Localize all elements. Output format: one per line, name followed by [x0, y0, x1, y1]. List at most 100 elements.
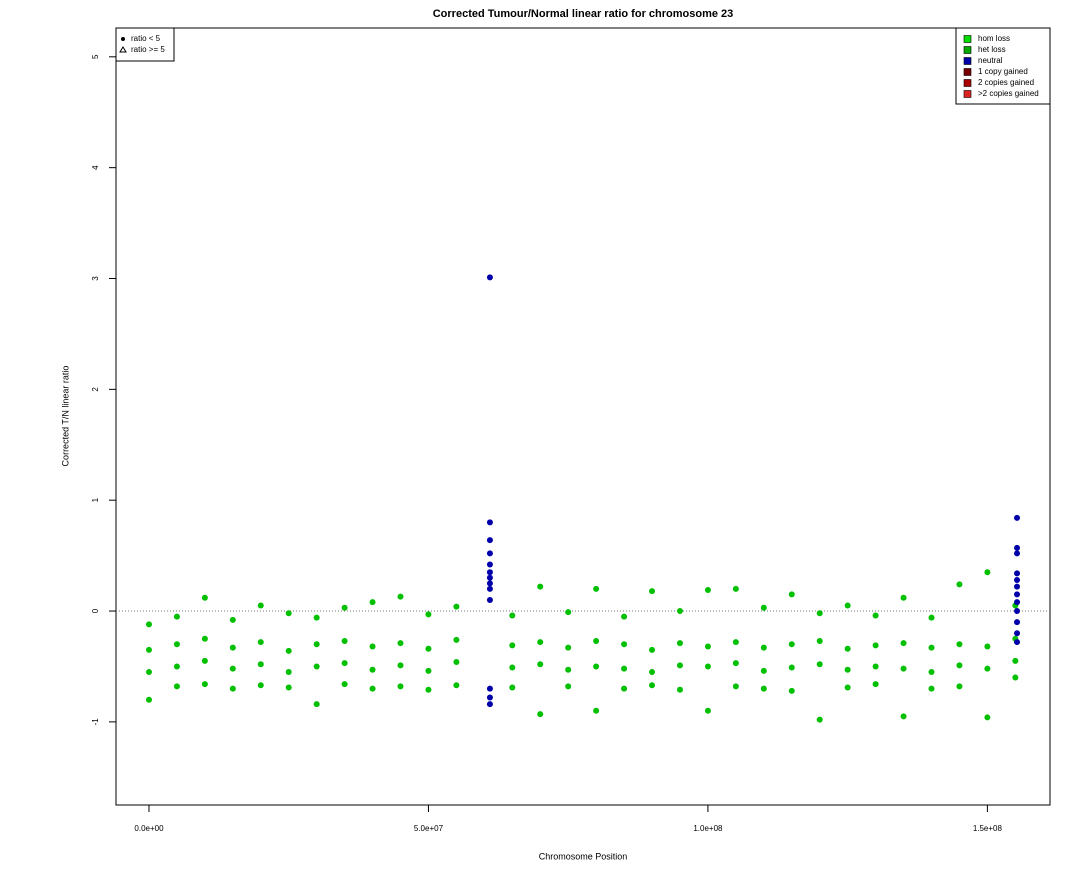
data-point: [285, 668, 292, 675]
data-point: [145, 696, 152, 703]
data-point: [313, 641, 320, 648]
data-point: [486, 569, 493, 576]
data-point: [788, 687, 795, 694]
data-point: [425, 611, 432, 618]
data-point: [425, 686, 432, 693]
data-point: [984, 665, 991, 672]
legend-label: 1 copy gained: [978, 67, 1028, 76]
chart-title: Corrected Tumour/Normal linear ratio for…: [433, 8, 734, 20]
legend-label: ratio < 5: [131, 34, 161, 43]
data-point: [145, 621, 152, 628]
data-point: [486, 550, 493, 557]
data-point: [565, 609, 572, 616]
data-point: [593, 637, 600, 644]
legend-swatch: [963, 79, 972, 87]
legend-label: >2 copies gained: [978, 89, 1039, 98]
data-point: [565, 644, 572, 651]
data-point: [956, 683, 963, 690]
data-point: [369, 643, 376, 650]
data-point: [593, 585, 600, 592]
data-point: [313, 663, 320, 670]
data-point: [704, 707, 711, 714]
data-point: [844, 684, 851, 691]
data-point: [1014, 608, 1021, 615]
data-point: [844, 645, 851, 652]
data-point: [1012, 657, 1019, 664]
data-point: [397, 683, 404, 690]
data-point: [1014, 639, 1021, 646]
y-tick-label: 4: [91, 165, 100, 170]
data-point: [900, 713, 907, 720]
data-point: [1014, 514, 1021, 521]
data-point: [928, 614, 935, 621]
data-point: [593, 663, 600, 670]
data-point: [760, 667, 767, 674]
data-point: [145, 668, 152, 675]
y-tick-label: -1: [91, 718, 100, 726]
data-point: [453, 636, 460, 643]
data-point: [816, 716, 823, 723]
data-point: [565, 666, 572, 673]
data-point: [788, 591, 795, 598]
legend-label: ratio >= 5: [131, 45, 165, 54]
y-axis-label: Corrected T/N linear ratio: [60, 366, 70, 467]
data-point: [704, 663, 711, 670]
data-point: [732, 639, 739, 646]
data-point: [565, 683, 572, 690]
data-point: [257, 661, 264, 668]
plot-frame: [115, 27, 1051, 806]
data-point: [928, 644, 935, 651]
data-point: [201, 657, 208, 664]
data-point: [486, 596, 493, 603]
data-point: [313, 614, 320, 621]
data-point: [1014, 550, 1021, 557]
color-legend-box: [955, 27, 1051, 105]
data-point: [704, 643, 711, 650]
data-point: [844, 666, 851, 673]
data-point: [900, 594, 907, 601]
x-tick-label: 1.0e+08: [693, 824, 723, 833]
data-point: [229, 665, 236, 672]
data-point: [1014, 544, 1021, 551]
data-point: [984, 643, 991, 650]
data-point: [537, 583, 544, 590]
data-point: [649, 668, 656, 675]
data-point: [760, 685, 767, 692]
legend-label: het loss: [978, 45, 1006, 54]
data-point: [201, 594, 208, 601]
data-point: [486, 585, 493, 592]
data-point: [900, 665, 907, 672]
data-point: [816, 637, 823, 644]
data-point: [788, 664, 795, 671]
data-point: [537, 639, 544, 646]
data-point: [984, 714, 991, 721]
data-point: [593, 707, 600, 714]
data-point: [816, 661, 823, 668]
data-point: [649, 682, 656, 689]
data-point: [285, 647, 292, 654]
data-point: [257, 682, 264, 689]
data-point: [201, 681, 208, 688]
data-point: [676, 686, 683, 693]
data-point: [369, 599, 376, 606]
data-point: [537, 661, 544, 668]
data-point: [486, 580, 493, 587]
legend-label: hom loss: [978, 34, 1010, 43]
data-point: [732, 660, 739, 667]
data-point: [760, 644, 767, 651]
data-point: [537, 711, 544, 718]
data-point: [621, 665, 628, 672]
data-point: [369, 666, 376, 673]
data-point: [1014, 630, 1021, 637]
data-point: [732, 683, 739, 690]
data-point: [509, 642, 516, 649]
data-point: [313, 701, 320, 708]
data-point: [956, 641, 963, 648]
data-point: [397, 662, 404, 669]
data-point: [229, 685, 236, 692]
data-point: [453, 603, 460, 610]
data-point: [649, 588, 656, 595]
data-point: [486, 685, 493, 692]
data-point: [486, 537, 493, 544]
data-point: [341, 660, 348, 667]
